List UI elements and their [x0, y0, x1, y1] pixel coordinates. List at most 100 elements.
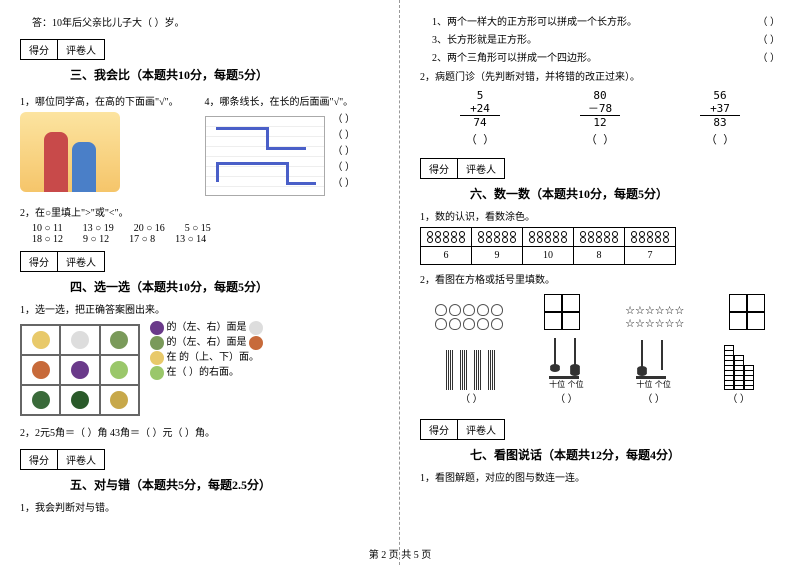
vertical-2: 80 －78 12 （ ） — [580, 89, 620, 146]
reviewer-label: 评卷人 — [58, 252, 104, 271]
section-7-title: 七、看图说话（本题共12分，每题4分） — [470, 446, 780, 463]
paren[interactable]: （ ） — [333, 144, 356, 160]
ops-row-2: 18 ○ 12 9 ○ 12 17 ○ 8 13 ○ 14 — [32, 234, 379, 245]
v-a: 56 — [713, 89, 726, 102]
kid-1 — [44, 132, 68, 192]
apples-group — [435, 304, 515, 330]
v-r: 83 — [713, 116, 726, 129]
section-3-title: 三、我会比（本题共10分，每题5分） — [70, 66, 379, 83]
tf-paren[interactable]: （ ） — [758, 49, 781, 64]
ab-ten: 十位 — [636, 380, 652, 389]
s7-q1: 1，看图解题，对应的图与数连一连。 — [420, 469, 780, 484]
num-cell: 8 — [574, 247, 625, 265]
ops-row-1: 10 ○ 11 13 ○ 19 20 ○ 16 5 ○ 15 — [32, 223, 379, 234]
fruit-icon — [71, 361, 89, 379]
fruit-icon — [150, 321, 164, 335]
op[interactable]: 5 ○ 15 — [185, 223, 211, 234]
fruit-icon — [110, 331, 128, 349]
bar-chart — [724, 345, 754, 390]
fruit-icon — [150, 336, 164, 350]
v-b: +24 — [470, 102, 490, 115]
nine-grid — [20, 324, 140, 416]
score-label: 得分 — [21, 252, 58, 271]
abacus-1 — [549, 338, 584, 376]
count-table: 6 9 10 8 7 — [420, 227, 676, 265]
ab-one: 个位 — [568, 380, 584, 389]
score-box-7: 得分 评卷人 — [420, 419, 505, 440]
fruit-icon — [32, 361, 50, 379]
vertical-3: 56 +37 83 （ ） — [700, 89, 740, 146]
score-box-4: 得分 评卷人 — [20, 251, 105, 272]
op[interactable]: 17 ○ 8 — [129, 234, 155, 245]
tf-item: 1、两个一样大的正方形可以拼成一个长方形。 — [432, 13, 637, 28]
fruit-icon — [150, 366, 164, 380]
op[interactable]: 9 ○ 12 — [83, 234, 109, 245]
kid-2 — [72, 142, 96, 192]
s3-q2: 2，在○里填上">"或"<"。 — [20, 204, 379, 219]
ab-ten: 十位 — [549, 380, 565, 389]
score-label: 得分 — [21, 450, 58, 469]
kids-illustration — [20, 112, 120, 192]
score-box-3: 得分 评卷人 — [20, 39, 105, 60]
page-footer: 第 2 页 共 5 页 — [0, 546, 800, 561]
vertical-1: 5 +24 74 （ ） — [460, 89, 500, 146]
section-5-title: 五、对与错（本题共5分，每题2.5分） — [70, 476, 379, 493]
op[interactable]: 10 ○ 11 — [32, 223, 63, 234]
score-box-6: 得分 评卷人 — [420, 158, 505, 179]
num-cell: 7 — [625, 247, 676, 265]
paren[interactable]: （ ） — [549, 390, 584, 405]
v-paren[interactable]: （ ） — [466, 133, 495, 146]
squares-2x2 — [729, 294, 765, 330]
paren[interactable]: （ ） — [724, 390, 754, 405]
op[interactable]: 20 ○ 16 — [134, 223, 165, 234]
fruit-icon — [110, 391, 128, 409]
fruit-icon — [249, 321, 263, 335]
tf-paren[interactable]: （ ） — [758, 13, 781, 28]
tf-item: 2、两个三角形可以拼成一个四边形。 — [432, 49, 597, 64]
tf-item: 3、长方形就是正方形。 — [432, 31, 537, 46]
s4-q2[interactable]: 2，2元5角＝（ ）角 43角＝（ ）元（ ）角。 — [20, 424, 379, 439]
tf-paren[interactable]: （ ） — [758, 31, 781, 46]
line: 的（左、右）面是 — [167, 322, 247, 333]
fruit-icon — [32, 391, 50, 409]
fruit-icon — [71, 331, 89, 349]
side-sentences: 的（左、右）面是 的（左、右）面是 在 的（上、下）面。 在（ ）的右面。 — [150, 320, 263, 420]
line: 在（ ）的右面。 — [167, 367, 240, 378]
v-paren[interactable]: （ ） — [586, 133, 615, 146]
op[interactable]: 18 ○ 12 — [32, 234, 63, 245]
s6-q1: 1，数的认识，看数涂色。 — [420, 208, 780, 223]
num-cell: 6 — [421, 247, 472, 265]
s4-q1: 1，选一选，把正确答案圈出来。 — [20, 301, 379, 316]
score-box-5: 得分 评卷人 — [20, 449, 105, 470]
stars-group: ☆☆☆☆☆☆ ☆☆☆☆☆☆ — [610, 304, 700, 330]
paren[interactable]: （ ） — [446, 390, 496, 405]
section-6-title: 六、数一数（本题共10分，每题5分） — [470, 185, 780, 202]
line-grid — [205, 116, 325, 196]
s6-q2: 2，看图在方格或括号里填数。 — [420, 271, 780, 286]
paren[interactable]: （ ） — [333, 176, 356, 192]
reviewer-label: 评卷人 — [458, 420, 504, 439]
v-paren[interactable]: （ ） — [706, 133, 735, 146]
score-label: 得分 — [421, 159, 458, 178]
op[interactable]: 13 ○ 19 — [83, 223, 114, 234]
op[interactable]: 13 ○ 14 — [175, 234, 206, 245]
v-a: 80 — [593, 89, 606, 102]
v-r: 74 — [473, 116, 486, 129]
line: 在 的（上、下）面。 — [167, 352, 260, 363]
squares-2x2 — [544, 294, 580, 330]
ab-one: 个位 — [655, 380, 671, 389]
score-label: 得分 — [21, 40, 58, 59]
num-cell: 10 — [523, 247, 574, 265]
s5-q1: 1，我会判断对与错。 — [20, 499, 379, 514]
paren[interactable]: （ ） — [333, 160, 356, 176]
v-r: 12 — [593, 116, 606, 129]
score-label: 得分 — [421, 420, 458, 439]
paren[interactable]: （ ） — [333, 112, 356, 128]
fruit-icon — [150, 351, 164, 365]
reviewer-label: 评卷人 — [58, 40, 104, 59]
paren-col: （ ） （ ） （ ） （ ） （ ） — [329, 112, 356, 200]
fruit-icon — [110, 361, 128, 379]
paren[interactable]: （ ） — [636, 390, 671, 405]
paren[interactable]: （ ） — [333, 128, 356, 144]
v-b: +37 — [710, 102, 730, 115]
